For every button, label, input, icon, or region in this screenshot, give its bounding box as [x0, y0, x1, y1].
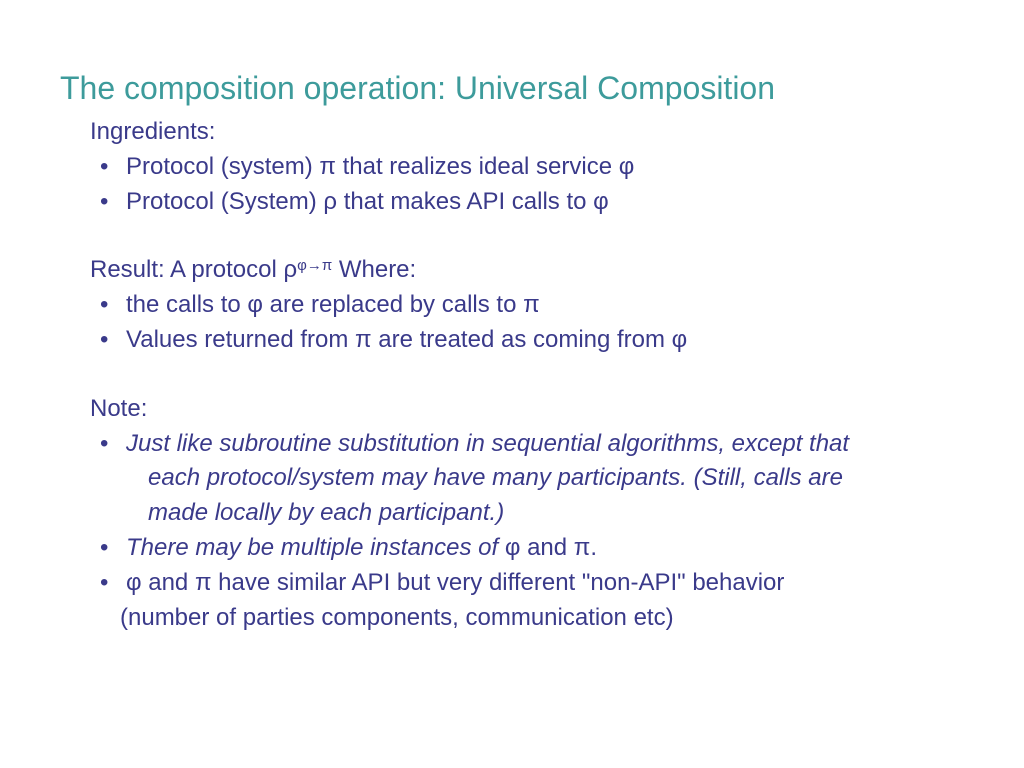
result-label: Result: A protocol ρφ→π Where:: [90, 253, 934, 288]
result-suffix: Where:: [332, 256, 416, 283]
note-continuation: each protocol/system may have many parti…: [90, 461, 934, 496]
slide: The composition operation: Universal Com…: [0, 0, 1024, 768]
note-label: Note:: [90, 392, 934, 427]
result-prefix: Result: A protocol ρ: [90, 256, 297, 283]
note-list: Just like subroutine substitution in seq…: [90, 427, 934, 462]
list-item: Values returned from π are treated as co…: [90, 323, 934, 358]
note-list: There may be multiple instances of φ and…: [90, 531, 934, 601]
list-item: φ and π have similar API but very differ…: [90, 566, 934, 601]
list-item: There may be multiple instances of φ and…: [90, 531, 934, 566]
ingredients-label: Ingredients:: [90, 115, 934, 150]
note-text: There may be multiple instances of: [126, 534, 505, 561]
note-continuation: (number of parties components, communica…: [90, 601, 934, 636]
slide-title: The composition operation: Universal Com…: [0, 0, 1024, 107]
slide-body: Ingredients: Protocol (system) π that re…: [0, 115, 1024, 635]
note-text: φ and π.: [505, 534, 597, 561]
note-text: Just like subroutine substitution in seq…: [126, 430, 849, 457]
list-item: Just like subroutine substitution in seq…: [90, 427, 934, 462]
note-continuation: made locally by each participant.): [90, 496, 934, 531]
ingredients-list: Protocol (system) π that realizes ideal …: [90, 150, 934, 220]
list-item: Protocol (System) ρ that makes API calls…: [90, 185, 934, 220]
list-item: the calls to φ are replaced by calls to …: [90, 288, 934, 323]
spacer: [90, 358, 934, 392]
result-superscript: φ→π: [297, 257, 332, 274]
result-list: the calls to φ are replaced by calls to …: [90, 288, 934, 358]
spacer: [90, 219, 934, 253]
list-item: Protocol (system) π that realizes ideal …: [90, 150, 934, 185]
